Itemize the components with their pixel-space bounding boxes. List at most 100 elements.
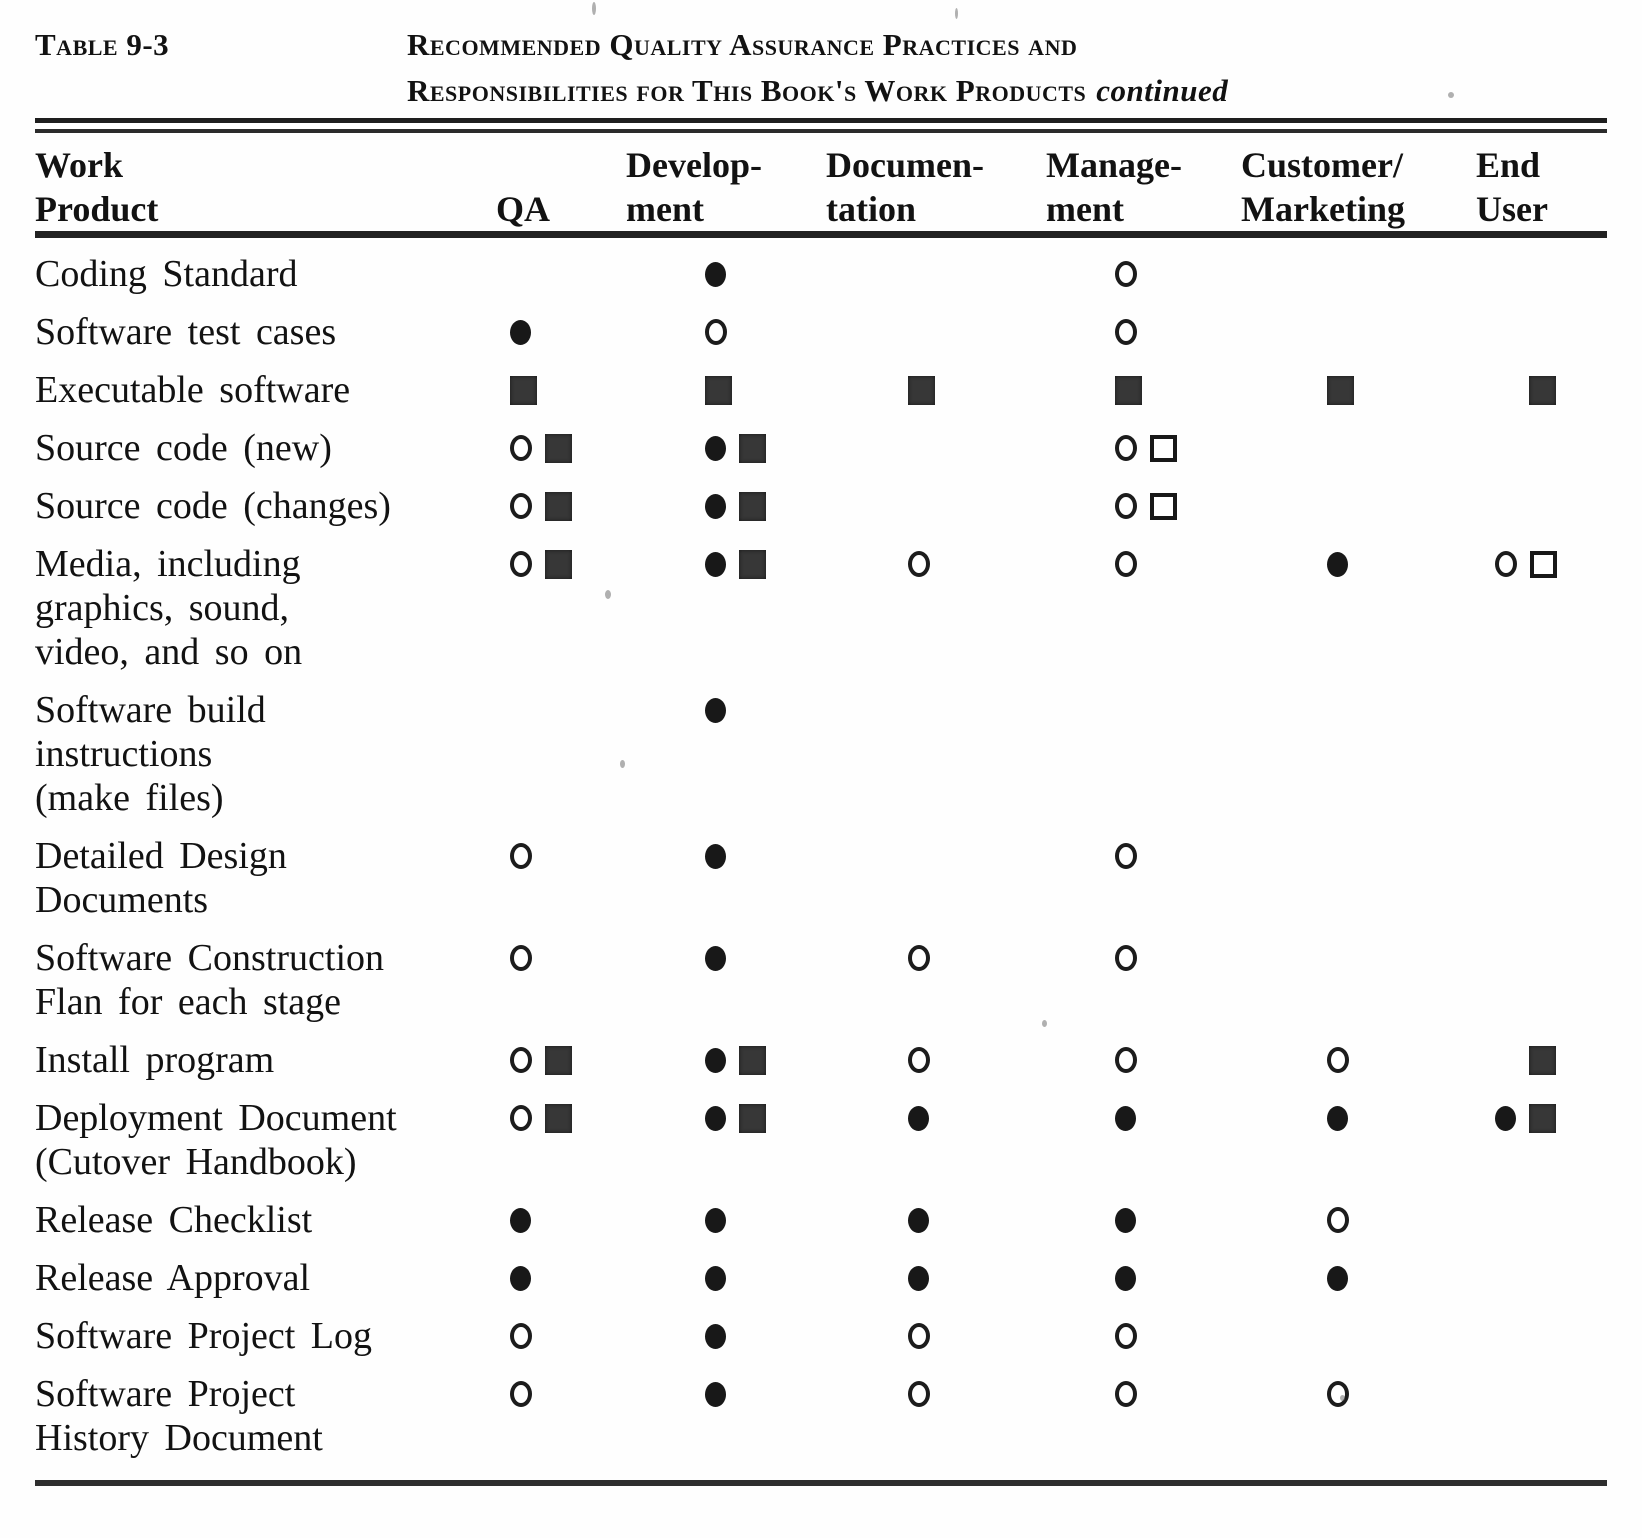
table-row: Coding Standard <box>35 252 1607 296</box>
management-cell <box>1040 426 1235 470</box>
customer_marketing-cell <box>1235 1372 1470 1416</box>
documentation-cell <box>820 1198 1040 1242</box>
open-circle-icon <box>1115 319 1137 345</box>
table-row: Deployment Document (Cutover Handbook) <box>35 1096 1607 1184</box>
filled-circle-icon <box>908 1265 929 1291</box>
qa-cell <box>490 1096 620 1140</box>
open-circle-icon <box>705 319 727 345</box>
open-circle-icon <box>1115 551 1137 577</box>
scan-speck <box>605 590 611 599</box>
scan-speck <box>620 760 625 768</box>
open-circle-icon <box>908 551 930 577</box>
documentation-cell <box>820 1096 1040 1140</box>
work-product-label: Install program <box>35 1039 275 1081</box>
filled-square-icon <box>510 375 537 405</box>
documentation-cell <box>820 368 1040 412</box>
open-circle-icon <box>1327 1381 1349 1407</box>
open-circle-icon <box>510 1323 532 1349</box>
filled-circle-icon <box>705 1207 726 1233</box>
development-cell <box>620 1198 820 1242</box>
end_user-cell <box>1470 1038 1607 1082</box>
management-cell <box>1040 310 1235 354</box>
qa-cell <box>490 252 620 296</box>
end_user-cell <box>1470 542 1607 586</box>
filled-circle-icon <box>1327 551 1348 577</box>
open-circle-icon <box>1327 1207 1349 1233</box>
documentation-cell <box>820 426 1040 470</box>
open-circle-icon <box>510 551 532 577</box>
qa-cell <box>490 1198 620 1242</box>
filled-square-icon <box>1529 1045 1556 1075</box>
work-product-label: Software build instructions (make files) <box>35 689 266 819</box>
filled-circle-icon <box>705 435 726 461</box>
work-product-label: Coding Standard <box>35 253 298 295</box>
open-circle-icon <box>1115 493 1137 519</box>
work-product-label: Release Checklist <box>35 1199 313 1241</box>
table-row: Software build instructions (make files) <box>35 688 1607 820</box>
development-cell <box>620 1096 820 1140</box>
filled-circle-icon <box>908 1207 929 1233</box>
end_user-cell <box>1470 368 1607 412</box>
customer_marketing-cell <box>1235 426 1470 470</box>
filled-circle-icon <box>705 493 726 519</box>
development-cell <box>620 936 820 980</box>
table-caption: Table 9-3 Recommended Quality Assurance … <box>35 0 1607 114</box>
table-row: Source code (changes) <box>35 484 1607 528</box>
scan-speck <box>592 2 596 15</box>
filled-square-icon <box>739 491 766 521</box>
column-header-work_product: Work Product <box>35 145 159 229</box>
filled-circle-icon <box>1115 1105 1136 1131</box>
customer_marketing-cell <box>1235 1314 1470 1358</box>
development-cell <box>620 834 820 878</box>
development-cell <box>620 310 820 354</box>
filled-square-icon <box>908 375 935 405</box>
development-cell <box>620 368 820 412</box>
documentation-cell <box>820 542 1040 586</box>
table-row: Media, including graphics, sound, video, a… <box>35 542 1607 674</box>
documentation-cell <box>820 1038 1040 1082</box>
work-product-label: Software test cases <box>35 311 337 353</box>
table-number-label: Table 9-3 <box>35 27 170 62</box>
documentation-cell <box>820 1314 1040 1358</box>
table-title: Recommended Quality Assurance Practices … <box>407 22 1228 114</box>
continued-label: continued <box>1096 73 1229 108</box>
open-circle-icon <box>510 945 532 971</box>
filled-circle-icon <box>1327 1265 1348 1291</box>
table-row: Software Construction Flan for each stage <box>35 936 1607 1024</box>
development-cell <box>620 426 820 470</box>
open-circle-icon <box>510 1381 532 1407</box>
table-row: Software test cases <box>35 310 1607 354</box>
column-header-customer_marketing: Customer/Marketing <box>1241 145 1405 229</box>
filled-circle-icon <box>705 1265 726 1291</box>
qa-cell <box>490 310 620 354</box>
qa-cell <box>490 1038 620 1082</box>
filled-circle-icon <box>1495 1105 1516 1131</box>
open-square-icon <box>1530 550 1557 578</box>
filled-square-icon <box>739 433 766 463</box>
filled-square-icon <box>739 1103 766 1133</box>
filled-circle-icon <box>510 319 531 345</box>
scan-speck <box>955 8 958 19</box>
scan-speck <box>1448 92 1454 98</box>
end_user-cell <box>1470 1372 1607 1416</box>
filled-circle-icon <box>705 1381 726 1407</box>
work-product-label: Release Approval <box>35 1257 311 1299</box>
development-cell <box>620 1314 820 1358</box>
management-cell <box>1040 1256 1235 1300</box>
filled-circle-icon <box>705 1323 726 1349</box>
customer_marketing-cell <box>1235 1256 1470 1300</box>
open-circle-icon <box>1115 1047 1137 1073</box>
open-circle-icon <box>1495 551 1517 577</box>
qa-cell <box>490 368 620 412</box>
work-product-label: Software Project History Document <box>35 1373 323 1459</box>
bottom-rule <box>35 1480 1607 1486</box>
end_user-cell <box>1470 1256 1607 1300</box>
customer_marketing-cell <box>1235 1038 1470 1082</box>
filled-circle-icon <box>705 261 726 287</box>
documentation-cell <box>820 936 1040 980</box>
filled-square-icon <box>545 433 572 463</box>
table-header-row: Work Product QA Develop-ment Documen-tation M… <box>35 143 1607 231</box>
open-circle-icon <box>1327 1047 1349 1073</box>
filled-circle-icon <box>705 1105 726 1131</box>
work-product-label: Executable software <box>35 369 351 411</box>
